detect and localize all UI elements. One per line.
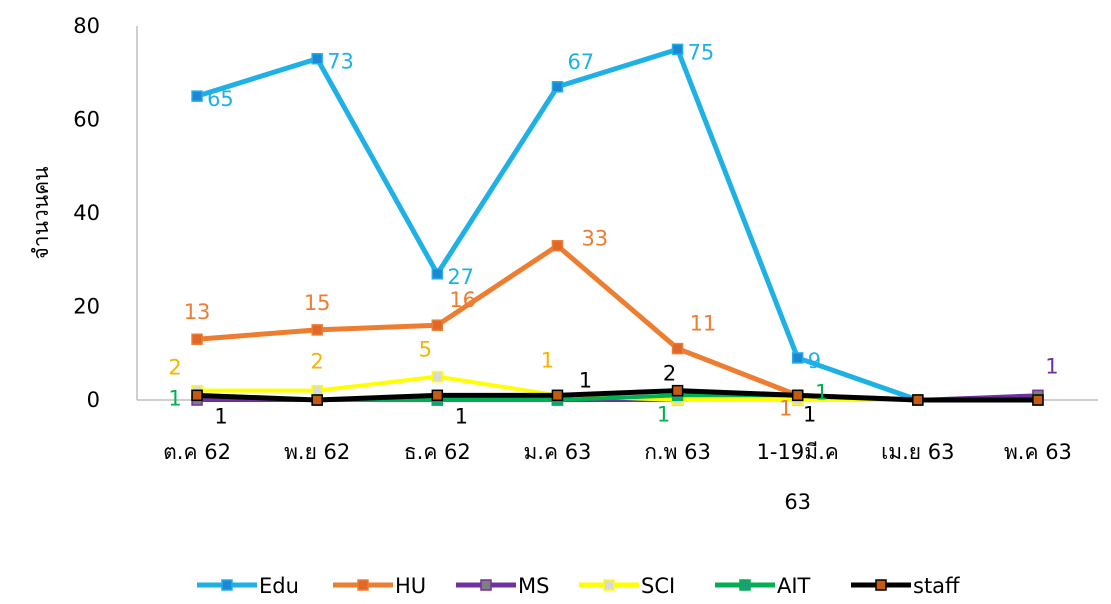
legend-swatch-marker: [739, 579, 751, 591]
data-point-marker: [431, 370, 444, 383]
data-point-marker: [311, 52, 323, 65]
data-label: 1: [214, 404, 227, 428]
series-staff: [191, 384, 1044, 406]
data-point-marker: [671, 384, 684, 397]
legend-item: staff: [851, 574, 960, 598]
data-point-marker: [551, 81, 564, 93]
series-line: [196, 243, 1038, 403]
data-label: 11: [690, 312, 717, 336]
data-point-marker: [551, 239, 564, 252]
y-tick-label: 20: [73, 295, 100, 319]
data-label: 1: [168, 386, 181, 410]
legend: Edu HU MS SCI AIT staff: [197, 574, 960, 598]
data-label: 1: [541, 348, 554, 372]
legend-swatch-marker: [221, 579, 233, 591]
data-label: 1: [657, 402, 670, 426]
y-tick-label: 40: [73, 201, 100, 225]
x-tick-label: ม.ค 63: [523, 440, 591, 464]
x-tick-label: 1-19มี.ค 63: [757, 440, 839, 514]
y-tick-label: 80: [73, 14, 100, 38]
axes: [136, 26, 1098, 401]
x-tick-label: ก.พ 63: [644, 440, 711, 464]
data-label: 1: [779, 396, 792, 420]
data-point-marker: [431, 268, 444, 280]
data-label: 27: [447, 265, 474, 289]
data-label: 33: [581, 227, 608, 251]
legend-item: SCI: [579, 574, 675, 598]
series-layer: [191, 43, 1044, 406]
series-hu: [191, 239, 1044, 406]
legend-item: Edu: [197, 574, 299, 598]
legend-item: HU: [333, 574, 426, 598]
data-label: 1: [1045, 354, 1058, 378]
data-point-marker: [431, 389, 444, 402]
data-label: 65: [207, 87, 234, 111]
data-point-marker: [191, 389, 203, 402]
data-label: 5: [419, 338, 432, 362]
x-tick-label: เม.ย 63: [881, 440, 954, 464]
legend-swatch-marker: [875, 579, 887, 591]
data-label: 16: [449, 288, 476, 312]
data-label: 13: [184, 300, 211, 324]
legend-label: staff: [913, 574, 960, 598]
data-point-marker: [431, 319, 444, 331]
legend-label: SCI: [641, 574, 675, 598]
data-point-marker: [671, 342, 684, 355]
series-line: [196, 388, 1038, 403]
data-point-marker: [311, 324, 323, 336]
data-point-marker: [912, 394, 924, 406]
data-label: 67: [567, 50, 594, 74]
x-tick-label: พ.ย 62: [284, 440, 350, 464]
y-tick-labels: 0 20 40 60 80: [73, 14, 100, 412]
data-point-marker: [791, 389, 804, 402]
y-tick-label: 60: [73, 108, 100, 132]
data-point-marker: [671, 43, 684, 56]
data-label: 1: [815, 380, 828, 404]
legend-item: MS: [456, 574, 549, 598]
legend-label: MS: [518, 574, 549, 598]
legend-swatch-marker: [357, 579, 369, 591]
legend-label: AIT: [777, 574, 811, 598]
y-tick-label: 0: [87, 388, 100, 412]
data-label: 1: [455, 404, 468, 428]
data-point-marker: [791, 352, 804, 364]
legend-label: Edu: [259, 574, 299, 598]
y-axis-title: จำนวนคน: [29, 166, 53, 259]
data-label: 73: [327, 50, 354, 74]
data-point-marker: [311, 394, 323, 406]
series-line: [196, 46, 1038, 403]
x-tick-label: พ.ค 63: [1004, 440, 1072, 464]
legend-swatch-marker: [603, 579, 615, 591]
data-label: 15: [304, 291, 331, 315]
x-tick-labels: ต.ค 62 พ.ย 62 ธ.ค 62 ม.ค 63 ก.พ 63 1-19มี.ค 63…: [163, 440, 1072, 514]
x-tick-label: ต.ค 62: [163, 440, 231, 464]
data-label: 1: [579, 368, 592, 392]
data-label: 2: [311, 350, 324, 374]
data-point-marker: [311, 384, 323, 397]
x-tick-label: ธ.ค 62: [404, 440, 471, 464]
data-point-marker: [191, 90, 203, 102]
data-point-marker: [1032, 394, 1044, 406]
legend-swatch-marker: [480, 579, 492, 591]
data-label: 75: [688, 40, 715, 64]
data-label: 2: [168, 356, 181, 380]
data-label: 2: [663, 362, 676, 386]
data-point-marker: [551, 389, 564, 402]
legend-item: AIT: [715, 574, 811, 598]
legend-label: HU: [395, 574, 426, 598]
data-label: 1: [803, 402, 816, 426]
data-point-marker: [191, 333, 203, 345]
data-label: 9: [808, 349, 821, 373]
